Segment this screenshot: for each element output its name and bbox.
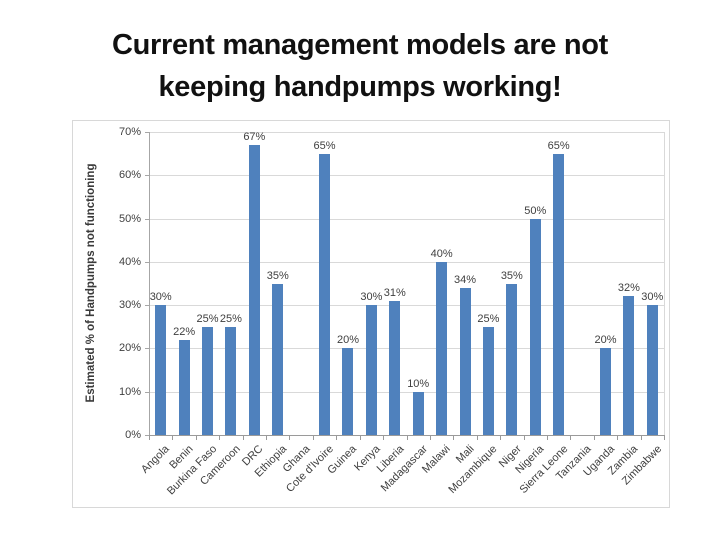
gridline xyxy=(149,132,664,133)
x-tick-mark xyxy=(149,436,150,440)
y-tick-label: 60% xyxy=(118,169,141,182)
x-tick-mark xyxy=(312,436,314,440)
bar-value-label: 22% xyxy=(173,325,196,338)
bar xyxy=(646,305,658,435)
x-tick-mark xyxy=(593,436,595,440)
bar-value-label: 35% xyxy=(500,269,523,282)
bar xyxy=(599,348,611,435)
bar xyxy=(342,348,354,435)
y-tick-mark xyxy=(145,175,149,177)
y-tick-mark xyxy=(145,218,149,220)
bar xyxy=(506,283,518,435)
bar-value-label: 30% xyxy=(149,291,172,304)
x-tick-mark xyxy=(383,436,385,440)
x-axis-line xyxy=(149,435,665,436)
x-tick-mark xyxy=(289,436,291,440)
x-tick-mark xyxy=(195,436,197,440)
bar xyxy=(365,305,377,435)
bar xyxy=(248,144,260,435)
slide-title: Current management models are not keepin… xyxy=(0,24,720,108)
x-tick-mark xyxy=(429,436,431,440)
y-axis-line xyxy=(149,132,150,435)
x-tick-mark xyxy=(546,436,548,440)
bar-value-label: 40% xyxy=(430,247,453,260)
x-tick-mark xyxy=(570,436,572,440)
bar-value-label: 25% xyxy=(219,312,242,325)
plot-right-border xyxy=(664,132,665,435)
y-tick-label: 10% xyxy=(118,385,141,398)
y-tick-mark xyxy=(145,305,149,307)
y-tick-mark xyxy=(145,435,149,436)
bar xyxy=(178,339,190,435)
bar-chart: Estimated % of Handpumps not functioning… xyxy=(72,120,670,508)
gridline xyxy=(149,175,664,177)
x-tick-mark xyxy=(406,436,408,440)
bar-value-label: 20% xyxy=(594,334,617,347)
bar-value-label: 34% xyxy=(454,273,477,286)
bar-value-label: 67% xyxy=(243,130,266,143)
bar-value-label: 20% xyxy=(336,334,359,347)
y-axis-title: Estimated % of Handpumps not functioning xyxy=(85,163,97,403)
bar xyxy=(482,326,494,435)
bar-value-label: 25% xyxy=(196,312,219,325)
bar-value-label: 30% xyxy=(641,291,664,304)
bar xyxy=(459,287,471,435)
bar xyxy=(272,283,284,435)
bar xyxy=(623,296,635,435)
y-tick-label: 40% xyxy=(118,255,141,268)
bar xyxy=(155,305,167,435)
bar xyxy=(202,326,214,435)
x-tick-mark xyxy=(617,436,619,440)
bar xyxy=(529,218,541,435)
y-tick-label: 30% xyxy=(118,299,141,312)
x-tick-mark xyxy=(476,436,478,440)
bar-value-label: 35% xyxy=(266,269,289,282)
bar xyxy=(436,261,448,435)
x-tick-mark xyxy=(242,436,244,440)
x-tick-mark xyxy=(664,436,665,440)
x-tick-mark xyxy=(359,436,361,440)
x-tick-mark xyxy=(640,436,642,440)
y-tick-mark xyxy=(145,261,149,263)
bar-value-label: 25% xyxy=(477,312,500,325)
slide-title-line1: Current management models are not xyxy=(111,29,609,61)
x-tick-mark xyxy=(500,436,502,440)
gridline xyxy=(149,391,664,393)
bar-value-label: 10% xyxy=(407,377,430,390)
gridline xyxy=(149,218,664,220)
gridline xyxy=(149,261,664,263)
x-tick-mark xyxy=(336,436,338,440)
y-tick-label: 50% xyxy=(118,212,141,225)
bar xyxy=(319,153,331,435)
y-tick-mark xyxy=(145,348,149,350)
y-tick-mark xyxy=(145,391,149,393)
bar-value-label: 65% xyxy=(313,139,336,152)
y-tick-label: 70% xyxy=(118,126,141,138)
y-tick-label: 0% xyxy=(125,429,141,441)
bar-value-label: 30% xyxy=(360,291,383,304)
x-tick-mark xyxy=(523,436,525,440)
bar xyxy=(389,300,401,435)
bar xyxy=(225,326,237,435)
gridline xyxy=(149,348,664,350)
x-tick-mark xyxy=(453,436,455,440)
slide-title-line2: keeping handpumps working! xyxy=(158,71,562,103)
bar-value-label: 31% xyxy=(383,286,406,299)
x-tick-mark xyxy=(266,436,268,440)
gridline xyxy=(149,305,664,307)
x-tick-mark xyxy=(172,436,174,440)
bar xyxy=(553,153,565,435)
y-tick-mark xyxy=(145,132,149,133)
x-axis-label-text: Angola xyxy=(139,443,173,476)
bar xyxy=(412,391,424,435)
y-tick-label: 20% xyxy=(118,342,141,355)
x-tick-mark xyxy=(219,436,221,440)
bar-value-label: 65% xyxy=(547,139,570,152)
bar-value-label: 50% xyxy=(524,204,547,217)
bar-value-label: 32% xyxy=(617,282,640,295)
